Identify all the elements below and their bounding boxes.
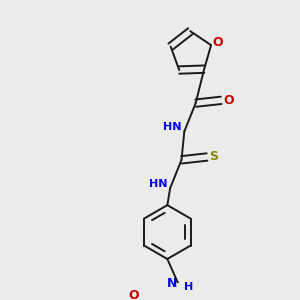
Text: O: O [223,94,234,107]
Text: N: N [167,277,177,290]
Text: S: S [210,151,219,164]
Text: O: O [213,36,224,49]
Text: O: O [128,289,139,300]
Text: HN: HN [149,179,167,189]
Text: HN: HN [163,122,182,132]
Text: H: H [184,282,194,292]
